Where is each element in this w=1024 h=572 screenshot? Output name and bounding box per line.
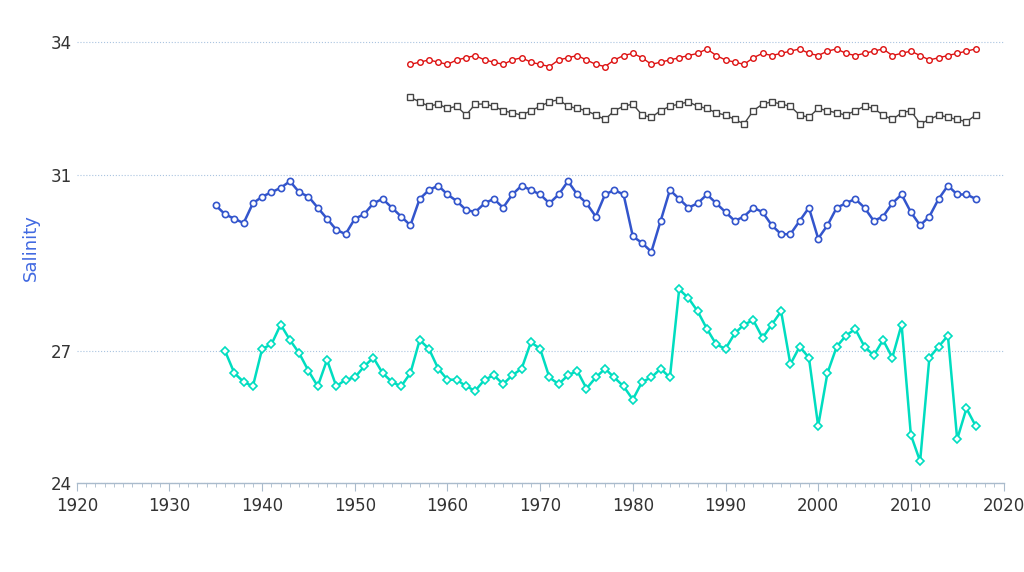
Y-axis label: Salinity: Salinity [22, 214, 40, 281]
